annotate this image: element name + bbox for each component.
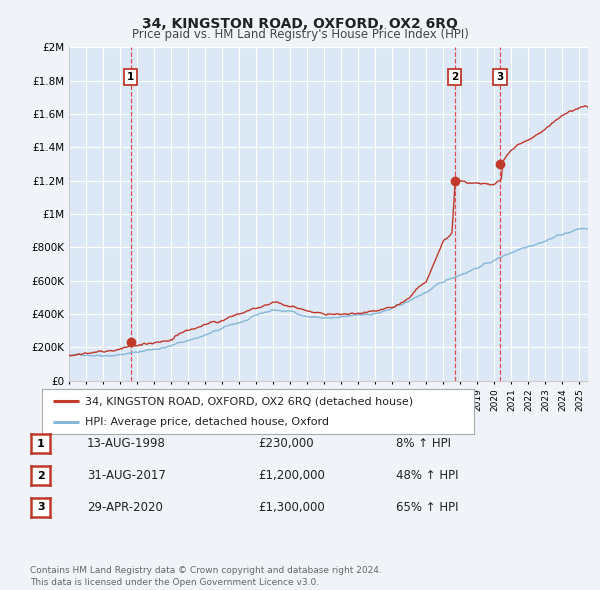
Text: Contains HM Land Registry data © Crown copyright and database right 2024.
This d: Contains HM Land Registry data © Crown c… (30, 566, 382, 587)
Text: 65% ↑ HPI: 65% ↑ HPI (396, 501, 458, 514)
Text: 8% ↑ HPI: 8% ↑ HPI (396, 437, 451, 450)
Text: 29-APR-2020: 29-APR-2020 (87, 501, 163, 514)
Text: 13-AUG-1998: 13-AUG-1998 (87, 437, 166, 450)
Text: 2: 2 (37, 471, 44, 480)
Text: 34, KINGSTON ROAD, OXFORD, OX2 6RQ: 34, KINGSTON ROAD, OXFORD, OX2 6RQ (142, 17, 458, 31)
Text: 2: 2 (451, 72, 458, 82)
Text: £1,200,000: £1,200,000 (258, 469, 325, 482)
Text: £1,300,000: £1,300,000 (258, 501, 325, 514)
Text: 3: 3 (496, 72, 503, 82)
Text: 34, KINGSTON ROAD, OXFORD, OX2 6RQ (detached house): 34, KINGSTON ROAD, OXFORD, OX2 6RQ (deta… (85, 396, 413, 407)
Text: 31-AUG-2017: 31-AUG-2017 (87, 469, 166, 482)
Text: 1: 1 (127, 72, 134, 82)
Text: Price paid vs. HM Land Registry's House Price Index (HPI): Price paid vs. HM Land Registry's House … (131, 28, 469, 41)
Text: 3: 3 (37, 503, 44, 512)
Text: HPI: Average price, detached house, Oxford: HPI: Average price, detached house, Oxfo… (85, 417, 329, 427)
Text: 1: 1 (37, 439, 44, 448)
Text: 48% ↑ HPI: 48% ↑ HPI (396, 469, 458, 482)
Text: £230,000: £230,000 (258, 437, 314, 450)
